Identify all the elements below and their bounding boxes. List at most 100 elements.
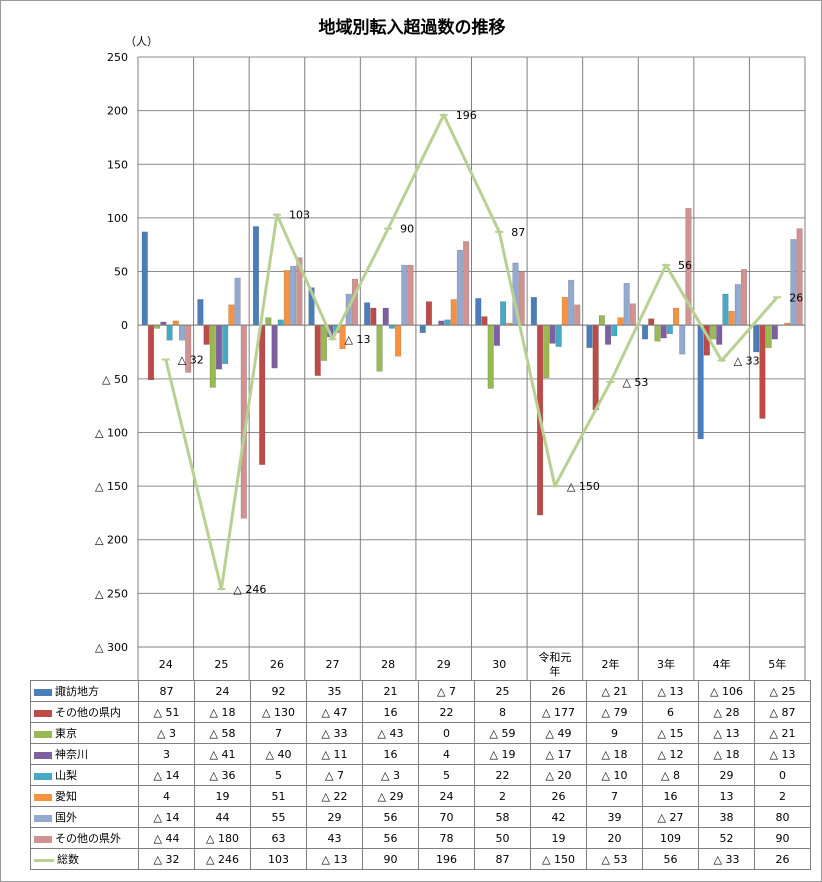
- bar: [709, 324, 717, 340]
- table-cell: △ 18: [698, 743, 755, 765]
- bar: [605, 324, 612, 345]
- series-name: 神奈川: [55, 748, 88, 761]
- bar: [314, 324, 321, 376]
- table-cell: △ 246: [194, 848, 251, 870]
- table-cell: 0: [418, 722, 475, 744]
- bar: [364, 302, 371, 326]
- category-label: 2年: [601, 657, 619, 671]
- series-name: 国外: [55, 811, 77, 824]
- table-row: その他の県内 △ 51 △ 18 △ 130 △ 47 16 22 8 △ 177 △ 79 6 △ …: [30, 701, 811, 723]
- table-cell: 4: [418, 743, 475, 765]
- table-cell: △ 25: [754, 680, 811, 702]
- table-cell: 58: [474, 806, 531, 828]
- table-cell: △ 18: [586, 743, 643, 765]
- bar: [141, 231, 148, 326]
- category-label: 28: [381, 658, 395, 671]
- table-cell: △ 36: [194, 764, 251, 786]
- bar: [728, 310, 735, 326]
- bar: [796, 228, 803, 326]
- table-cell: 38: [698, 806, 755, 828]
- bar: [450, 299, 457, 326]
- legend-entry: 総数: [30, 848, 139, 870]
- table-cell: 16: [362, 743, 419, 765]
- bar: [283, 270, 291, 326]
- series-name: 山梨: [55, 769, 77, 782]
- legend-key: [34, 772, 52, 780]
- table-cell: 87: [474, 848, 531, 870]
- bar: [197, 299, 204, 326]
- bar: [666, 324, 673, 335]
- table-cell: 22: [474, 764, 531, 786]
- table-cell: △ 19: [474, 743, 531, 765]
- bar: [215, 324, 223, 370]
- table-cell: 20: [586, 827, 643, 849]
- table-cell: 19: [194, 785, 251, 807]
- data-table: 諏訪地方 87 24 92 35 21 △ 7 25 26 △ 21 △ 13 △ 106 △ 25 その…: [30, 680, 811, 870]
- y-tick-label: 100: [107, 212, 128, 225]
- table-cell: △ 12: [642, 743, 699, 765]
- y-tick-label: 0: [121, 319, 128, 332]
- bar: [277, 319, 284, 326]
- total-data-label: 90: [400, 223, 414, 236]
- category-label: 27: [326, 658, 340, 671]
- bar: [444, 319, 451, 326]
- legend-entry: 山梨: [30, 764, 139, 786]
- table-row: 東京 △ 3 △ 58 7 △ 33 △ 43 0 △ 59 △ 49 9 △ 15 △ 13 △ 21: [30, 722, 811, 744]
- table-cell: △ 130: [250, 701, 307, 723]
- table-cell: 5: [250, 764, 307, 786]
- table-cell: 2: [474, 785, 531, 807]
- table-cell: △ 41: [194, 743, 251, 765]
- legend-key: [34, 751, 52, 759]
- table-cell: △ 17: [530, 743, 587, 765]
- bar: [654, 324, 661, 342]
- table-cell: 56: [642, 848, 699, 870]
- table-cell: 4: [138, 785, 195, 807]
- bar: [376, 324, 383, 372]
- total-data-label: △ 150: [567, 480, 600, 493]
- table-cell: 9: [586, 722, 643, 744]
- table-row: 神奈川 3 △ 41 △ 40 △ 11 16 4 △ 19 △ 17 △ 18 △ 12 △ 18 △…: [30, 743, 811, 765]
- table-cell: 0: [754, 764, 811, 786]
- bar: [172, 320, 179, 326]
- bar: [543, 324, 550, 378]
- bar: [574, 304, 581, 326]
- table-cell: △ 29: [362, 785, 419, 807]
- table-cell: 87: [138, 680, 195, 702]
- table-cell: △ 20: [530, 764, 587, 786]
- bar: [395, 324, 402, 357]
- table-cell: 55: [250, 806, 307, 828]
- legend-entry: 諏訪地方: [30, 680, 139, 702]
- category-label: 30: [492, 658, 506, 671]
- table-cell: △ 11: [306, 743, 363, 765]
- table-cell: △ 21: [586, 680, 643, 702]
- legend-key: [34, 835, 52, 843]
- table-cell: 63: [250, 827, 307, 849]
- table-cell: 39: [586, 806, 643, 828]
- total-data-label: △ 13: [345, 333, 371, 346]
- table-cell: △ 44: [138, 827, 195, 849]
- category-label: 3年: [657, 657, 675, 671]
- legend-entry: 愛知: [30, 785, 139, 807]
- bar: [487, 324, 494, 389]
- bar: [166, 324, 173, 341]
- bar: [475, 298, 482, 326]
- bar: [265, 317, 272, 326]
- bar: [481, 316, 488, 326]
- bar: [290, 265, 297, 326]
- table-cell: 196: [418, 848, 475, 870]
- series-name: その他の県内: [55, 706, 121, 719]
- table-cell: △ 14: [138, 806, 195, 828]
- bar: [425, 301, 432, 326]
- total-data-label: 56: [678, 259, 692, 272]
- legend-key: [34, 730, 52, 738]
- table-row: その他の県外 △ 44 △ 180 63 43 56 78 50 19 20 109 52 90: [30, 827, 811, 849]
- table-cell: 6: [642, 701, 699, 723]
- bar: [568, 279, 575, 326]
- table-cell: 5: [418, 764, 475, 786]
- table-cell: △ 18: [194, 701, 251, 723]
- total-data-label: △ 53: [622, 376, 648, 389]
- bar: [407, 264, 414, 326]
- legend-entry: 神奈川: [30, 743, 139, 765]
- bar: [259, 324, 266, 465]
